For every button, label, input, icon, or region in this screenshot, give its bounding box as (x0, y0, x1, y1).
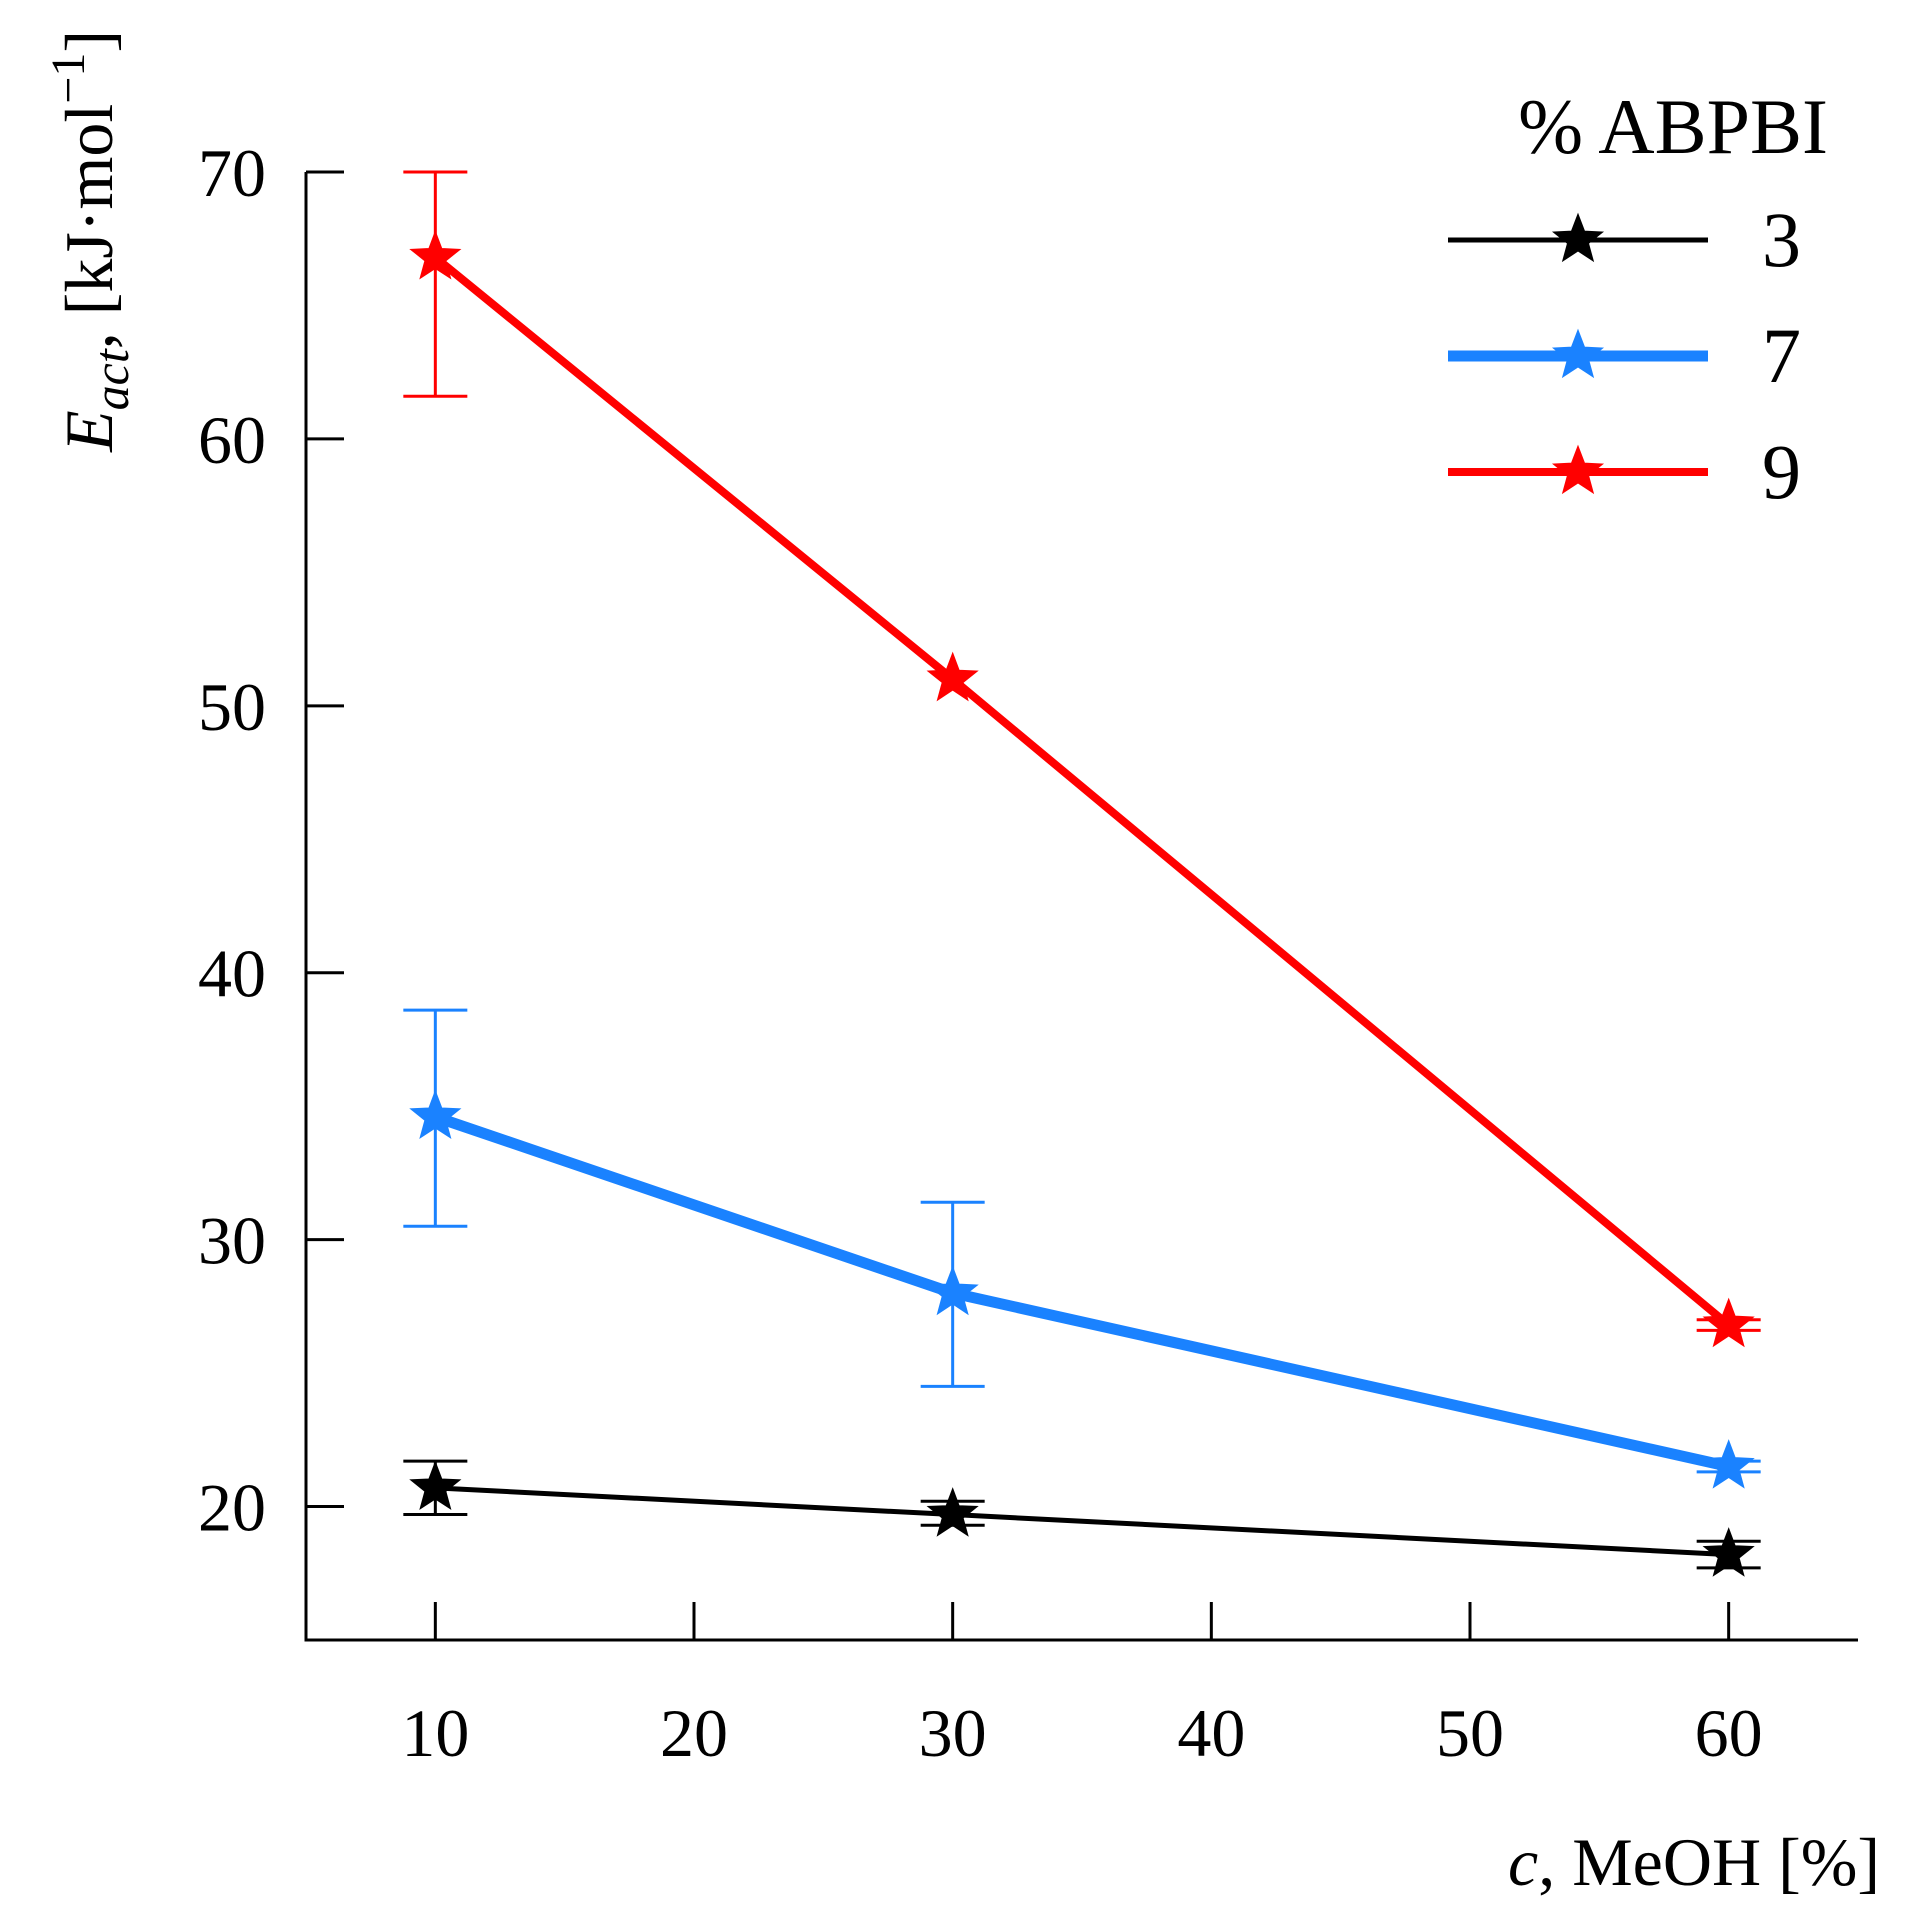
x-tick-label: 50 (1436, 1695, 1504, 1771)
series-line-3 (435, 1485, 1729, 1558)
x-axis-ticks: 10 20 30 40 50 60 (401, 1602, 1763, 1771)
legend-label-3: 3 (1762, 196, 1801, 283)
series-line-9 (432, 254, 1732, 1329)
legend-marker-3 (1551, 212, 1605, 263)
x-tick-label: 30 (919, 1695, 987, 1771)
axes (304, 172, 1858, 1642)
axis-titles: c, MeOH [%] Eact, [kJ·mol−1] (42, 30, 1880, 1900)
series-layer (403, 170, 1761, 1577)
series-9 (403, 170, 1761, 1348)
y-axis-title: Eact, [kJ·mol−1] (42, 30, 139, 453)
legend-label-7: 7 (1762, 312, 1801, 399)
x-tick-label: 60 (1695, 1695, 1763, 1771)
series-line-7 (433, 1111, 1730, 1472)
data-point-3 (926, 1487, 979, 1537)
y-tick-label: 20 (198, 1470, 266, 1546)
data-point-7 (926, 1265, 979, 1316)
y-axis-ticks: 20 30 40 50 60 70 (198, 135, 344, 1546)
legend-marker-7 (1551, 328, 1605, 379)
data-point-7 (1702, 1439, 1755, 1489)
legend-marker-9 (1551, 444, 1605, 495)
data-point-9 (409, 229, 462, 280)
y-tick-label: 50 (198, 669, 266, 745)
data-point-9 (1702, 1297, 1755, 1348)
series-7 (403, 1008, 1761, 1489)
legend-label-9: 9 (1762, 428, 1801, 515)
x-tick-label: 40 (1177, 1695, 1245, 1771)
data-point-3 (1702, 1527, 1755, 1577)
data-point-7 (409, 1089, 462, 1140)
y-tick-label: 30 (198, 1203, 266, 1279)
x-tick-label: 10 (401, 1695, 469, 1771)
y-tick-label: 60 (198, 402, 266, 478)
series-3 (403, 1459, 1761, 1577)
legend: % ABPBI 3 7 9 (1448, 83, 1828, 515)
data-point-9 (926, 651, 979, 702)
y-tick-label: 40 (198, 936, 266, 1012)
data-point-3 (409, 1460, 462, 1511)
x-axis-title: c, MeOH [%] (1508, 1824, 1880, 1900)
legend-title: % ABPBI (1518, 83, 1828, 170)
y-tick-label: 70 (198, 135, 266, 211)
x-tick-label: 20 (660, 1695, 728, 1771)
